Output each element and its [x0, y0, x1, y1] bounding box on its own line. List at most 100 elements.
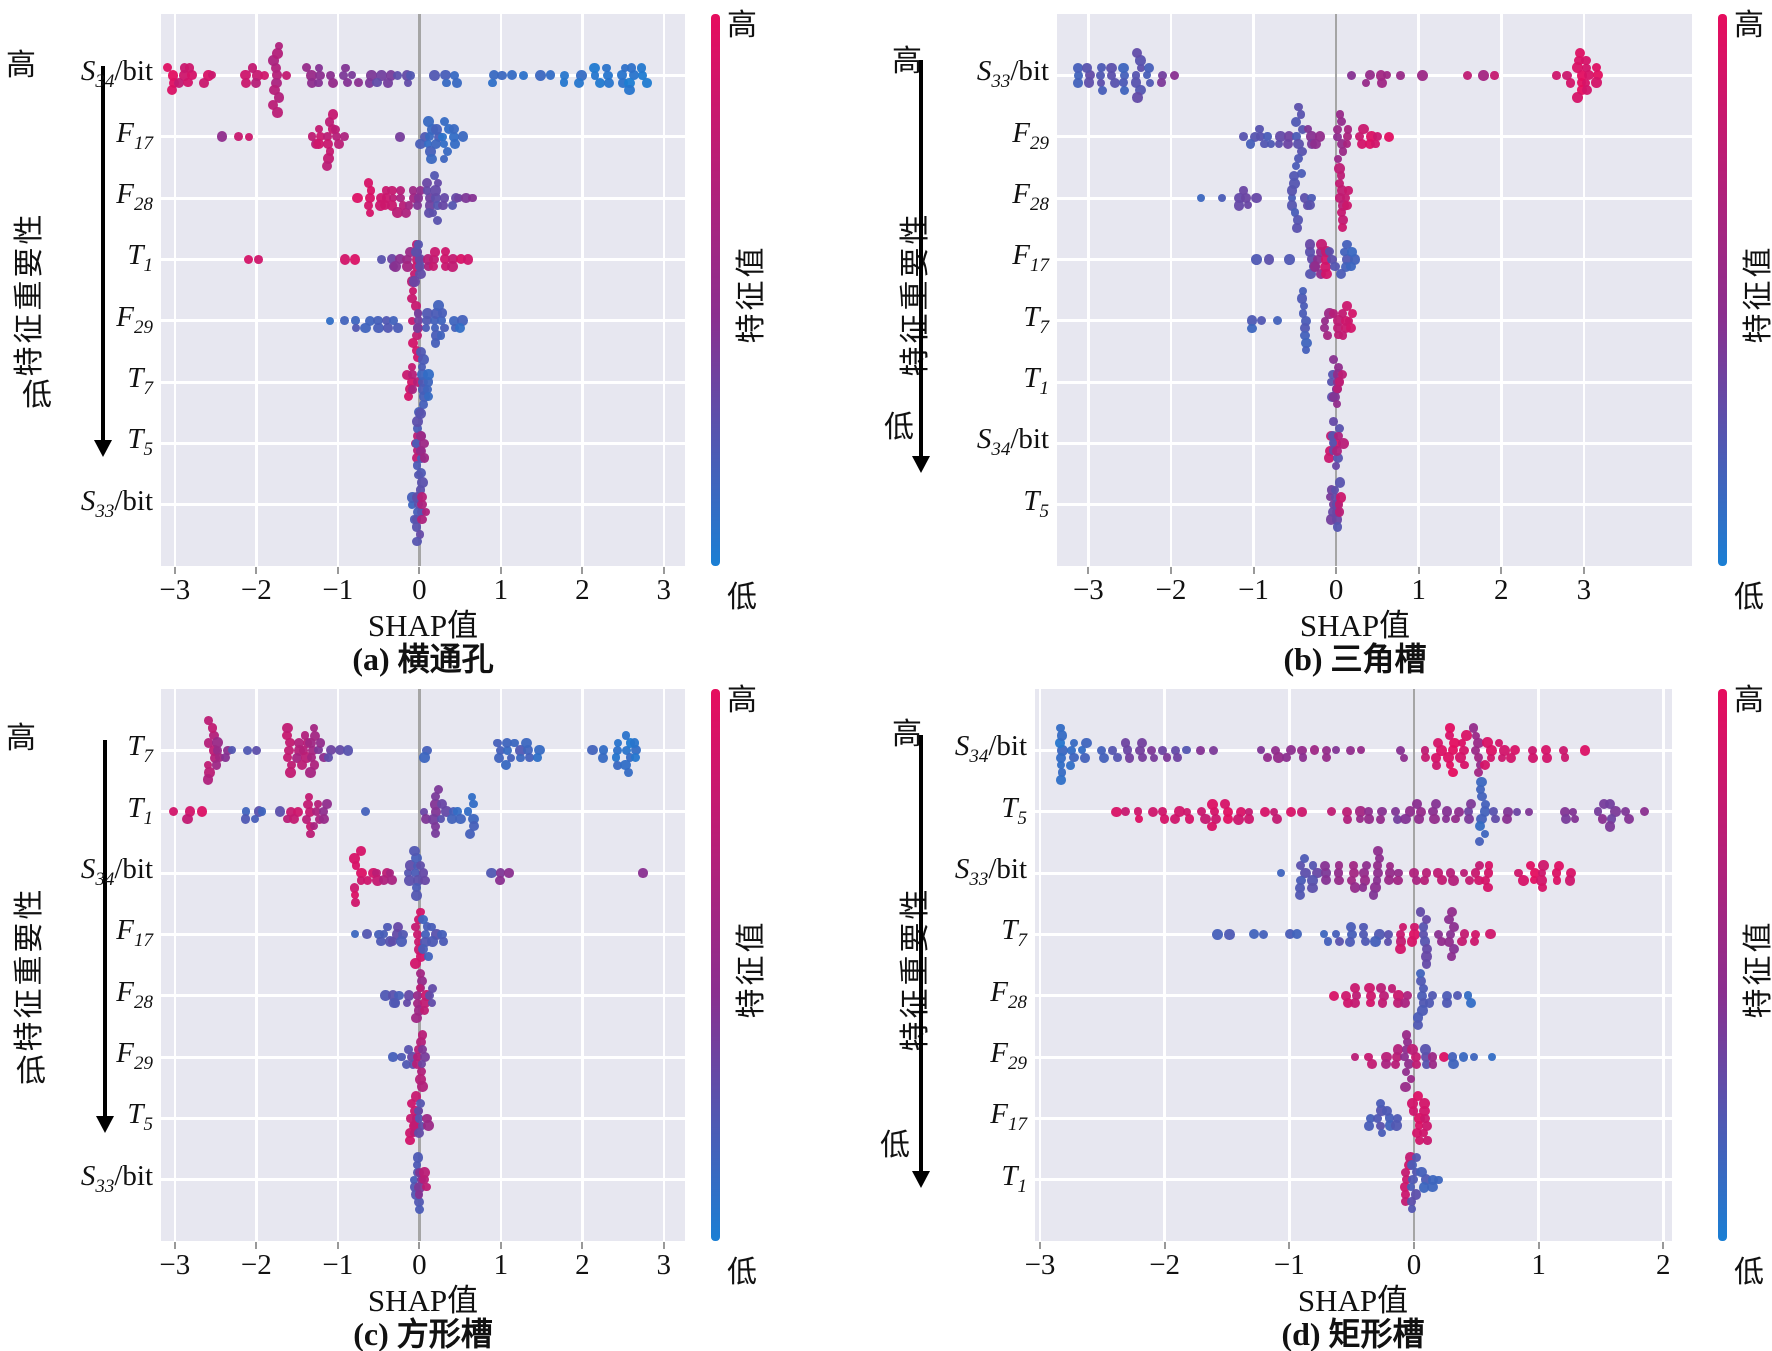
data-point: [1474, 768, 1484, 778]
data-point: [417, 354, 429, 366]
data-point: [438, 132, 447, 141]
data-point: [1275, 131, 1286, 142]
data-point: [350, 891, 360, 900]
data-point: [1359, 868, 1369, 878]
data-point: [453, 807, 462, 816]
data-point: [272, 107, 283, 118]
data-point: [410, 889, 422, 901]
data-point: [204, 716, 214, 726]
data-point: [1484, 861, 1494, 870]
data-point: [1233, 813, 1245, 825]
data-point: [1383, 937, 1392, 946]
x-tick-mark: [336, 567, 339, 574]
data-point: [1055, 738, 1065, 748]
data-point: [1420, 1044, 1431, 1055]
importance-high-label: 高: [6, 722, 36, 755]
data-point: [1367, 1059, 1378, 1070]
data-point: [1407, 1098, 1419, 1110]
data-point: [1403, 1038, 1412, 1047]
data-point: [1418, 922, 1428, 932]
data-point: [1334, 507, 1344, 517]
data-point: [180, 63, 190, 73]
data-point: [402, 369, 413, 380]
data-point: [417, 500, 427, 510]
data-point: [250, 77, 261, 88]
data-point: [382, 77, 393, 88]
data-point: [301, 814, 311, 824]
data-point: [285, 767, 297, 778]
data-point: [430, 123, 442, 135]
data-point: [1350, 1052, 1360, 1062]
data-point: [404, 990, 415, 1001]
data-point: [1328, 308, 1338, 318]
data-point: [1363, 1052, 1373, 1062]
data-point: [624, 768, 634, 777]
data-point: [1162, 753, 1172, 763]
data-point: [1132, 92, 1144, 103]
x-tick-label: 2: [1656, 1249, 1671, 1281]
data-point: [1410, 922, 1419, 932]
data-point: [388, 193, 398, 203]
data-point: [1300, 315, 1311, 326]
data-point: [1564, 875, 1576, 886]
data-point: [1483, 883, 1493, 893]
data-point: [1331, 492, 1341, 502]
data-point: [1331, 514, 1343, 525]
data-point: [179, 69, 190, 81]
colorbar-high-label: 高: [1734, 684, 1764, 717]
data-point: [402, 998, 412, 1008]
colorbar-title: 特征值: [735, 244, 768, 344]
data-point: [1359, 875, 1371, 886]
data-point: [412, 929, 422, 939]
data-point: [418, 868, 428, 878]
data-point: [404, 201, 414, 210]
data-point: [1282, 753, 1291, 762]
data-point: [439, 154, 449, 164]
gridline-vertical: [1169, 14, 1173, 566]
data-point: [166, 84, 178, 96]
data-point: [419, 399, 428, 409]
data-point: [365, 192, 376, 204]
data-point: [1342, 139, 1351, 149]
x-tick-mark: [255, 1242, 258, 1249]
data-point: [416, 1081, 428, 1092]
data-point: [351, 192, 363, 204]
data-point: [1333, 154, 1342, 163]
data-point: [234, 132, 243, 142]
data-point: [241, 77, 252, 88]
data-point: [431, 806, 442, 817]
data-point: [1416, 1005, 1428, 1016]
data-point: [439, 117, 449, 127]
data-point: [1247, 323, 1257, 333]
data-point: [401, 1059, 412, 1070]
data-point: [1462, 70, 1473, 80]
data-point: [313, 800, 322, 809]
feature-label: T1: [127, 239, 153, 277]
data-point: [1347, 929, 1357, 940]
data-point: [1235, 806, 1247, 817]
data-point: [250, 814, 260, 824]
data-point: [1136, 737, 1147, 748]
feature-label: F29: [116, 1037, 153, 1074]
x-tick-label: −1: [1238, 574, 1269, 606]
data-point: [1414, 1135, 1424, 1146]
gridline-horizontal: [1057, 319, 1692, 323]
feature-label: S34/bit: [80, 853, 153, 890]
data-point: [1530, 876, 1539, 885]
data-point: [1366, 998, 1375, 1008]
data-point: [1412, 1128, 1423, 1139]
data-point: [430, 185, 441, 196]
data-point: [1338, 222, 1348, 233]
data-point: [257, 807, 267, 816]
data-point: [420, 813, 432, 825]
data-point: [414, 1106, 423, 1116]
data-point: [1331, 930, 1340, 939]
data-point: [488, 70, 500, 81]
data-point: [1448, 1059, 1459, 1070]
data-point: [362, 875, 373, 885]
data-point: [1390, 1059, 1401, 1070]
data-point: [306, 829, 315, 839]
data-point: [340, 132, 350, 142]
data-point: [1422, 1059, 1431, 1069]
data-point: [1334, 331, 1343, 340]
